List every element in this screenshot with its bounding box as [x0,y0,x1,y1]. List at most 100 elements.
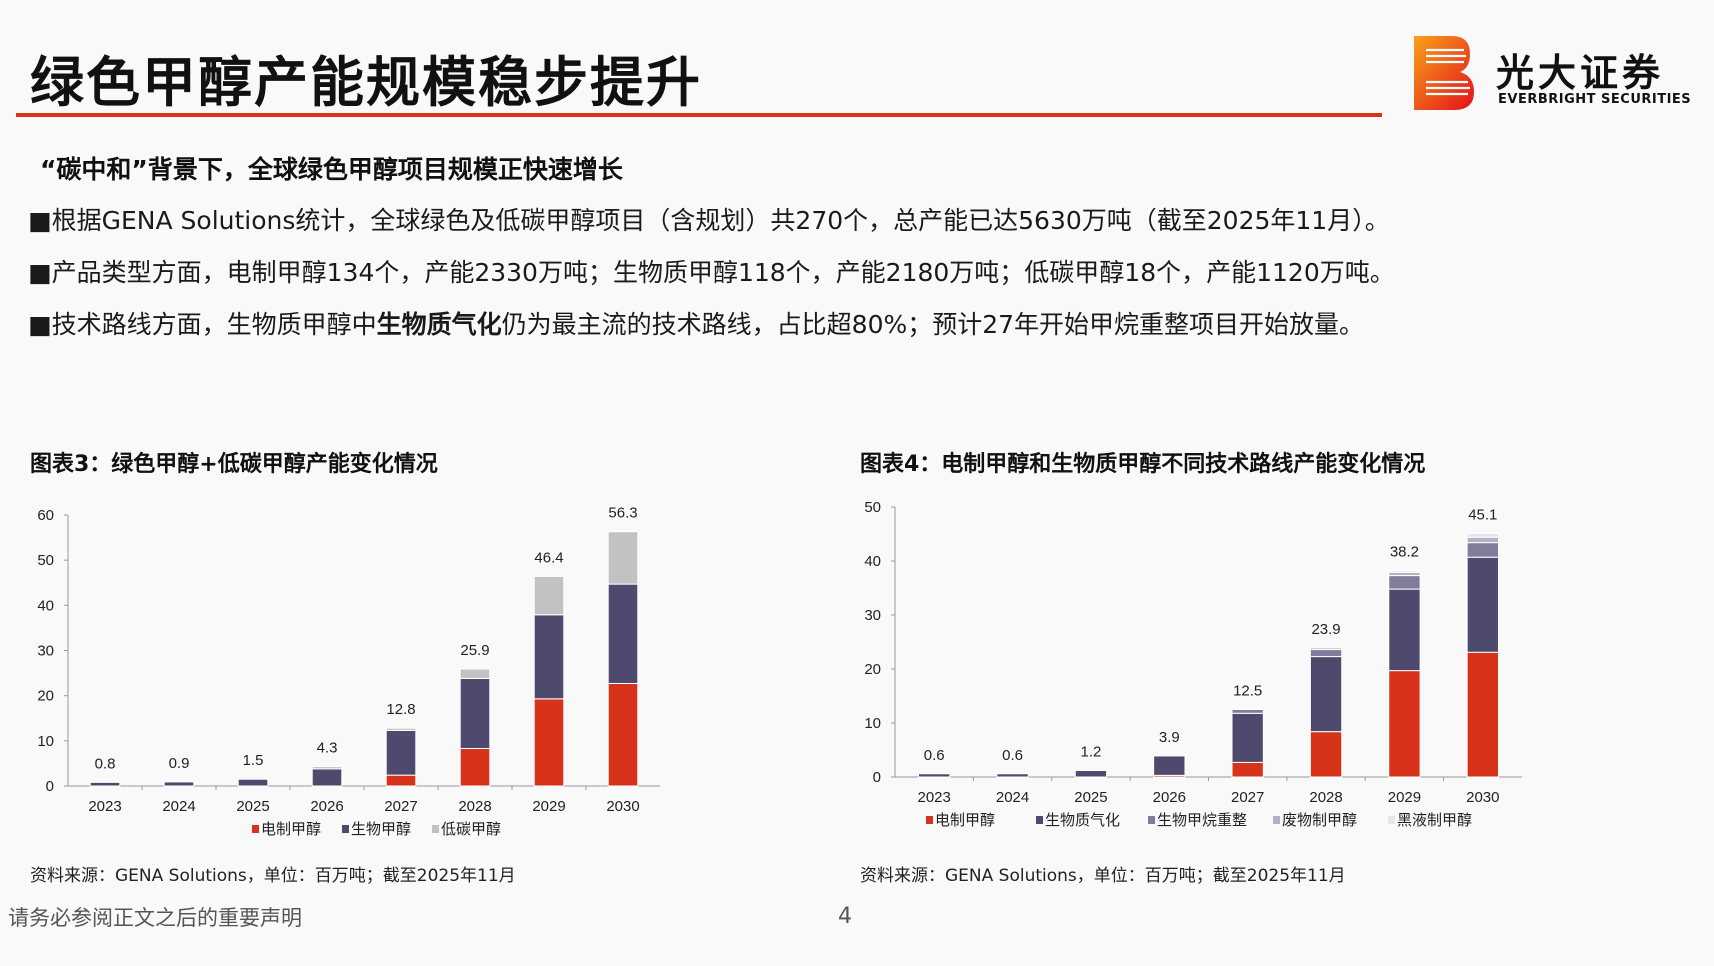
bar-生物质气化-2023 [918,773,951,778]
bar-total-label: 25.9 [460,642,489,659]
bar-电制甲醇-2030 [607,682,639,787]
legend-swatch-icon [1036,816,1043,824]
bar-生物质气化-2024 [996,773,1029,778]
y-tick-label: 30 [37,643,54,660]
bar-total-label: 1.2 [1081,744,1102,761]
bar-生物甲醇-2026 [311,768,343,787]
legend-label: 废物制甲醇 [1282,812,1357,829]
bullet-marker-icon: ■ [28,258,52,287]
bar-生物甲醇-2025 [237,778,269,787]
bar-生物质气化-2028 [1309,656,1343,733]
bullet-item: ■产品类型方面，电制甲醇134个，产能2330万吨；生物质甲醇118个，产能21… [28,253,1395,289]
x-tick-label: 2029 [532,798,565,815]
legend-label: 生物质气化 [1045,812,1120,829]
bullet-text: 技术路线方面，生物质甲醇中 [51,310,377,339]
bar-total-label: 0.6 [924,747,945,764]
bar-生物甲醇-2030 [607,583,639,684]
bar-生物质气化-2030 [1466,556,1499,653]
bar-低碳甲醇-2029 [533,575,565,616]
section-subtitle: “碳中和”背景下，全球绿色甲醇项目规模正快速增长 [40,155,623,184]
bar-total-label: 46.4 [534,549,563,566]
bar-生物质气化-2027 [1231,712,1264,763]
bar-生物甲醇-2023 [89,781,121,787]
bar-电制甲醇-2028 [1309,731,1343,778]
title-underline [16,113,1382,117]
y-tick-label: 30 [864,607,881,624]
bar-total-label: 0.8 [95,755,116,772]
bar-电制甲醇-2028 [459,748,491,787]
bar-废物制甲醇-2028 [1309,647,1343,651]
bar-废物制甲醇-2030 [1466,536,1499,544]
bar-电制甲醇-2029 [1388,670,1421,778]
bar-total-label: 1.5 [243,752,264,769]
legend-swatch-icon [432,825,439,833]
bar-生物甲烷重整-2029 [1388,575,1421,590]
bar-生物甲醇-2029 [533,614,565,700]
x-tick-label: 2024 [162,798,195,815]
x-tick-label: 2027 [1231,789,1264,806]
chart3-title: 图表3：绿色甲醇+低碳甲醇产能变化情况 [30,452,438,477]
bar-total-label: 38.2 [1390,544,1419,561]
y-tick-label: 20 [37,688,54,705]
logo-name-cn: 光大证券 [1496,51,1665,95]
legend-swatch-icon [252,825,259,833]
x-tick-label: 2027 [384,798,417,815]
y-tick-label: 40 [864,553,881,570]
legend-label: 生物甲烷重整 [1157,812,1247,829]
legend-swatch-icon [1148,816,1155,824]
x-tick-label: 2025 [236,798,269,815]
bar-生物质气化-2026 [1153,755,1186,776]
bullet-item: ■技术路线方面，生物质甲醇中生物质气化仍为最主流的技术路线，占比超80%；预计2… [28,305,1364,341]
page-number: 4 [838,904,852,929]
bar-电制甲醇-2029 [533,698,565,787]
bar-total-label: 3.9 [1159,729,1180,746]
x-tick-label: 2023 [88,798,121,815]
x-tick-label: 2025 [1074,789,1107,806]
legend-label: 电制甲醇 [935,812,995,829]
x-tick-label: 2029 [1388,789,1421,806]
bar-生物甲烷重整-2030 [1466,542,1499,558]
bar-total-label: 12.8 [386,701,415,718]
bar-低碳甲醇-2026 [311,766,343,770]
bullet-marker-icon: ■ [28,310,52,339]
bar-生物甲烷重整-2028 [1309,649,1343,658]
x-tick-label: 2028 [458,798,491,815]
bar-黑液制甲醇-2029 [1388,570,1421,573]
legend-label: 低碳甲醇 [441,821,501,838]
chart3-source: 资料来源：GENA Solutions，单位：百万吨；截至2025年11月 [30,866,516,886]
y-tick-label: 10 [37,733,54,750]
legend-label: 电制甲醇 [261,821,321,838]
bar-total-label: 56.3 [608,505,637,522]
x-tick-label: 2026 [310,798,343,815]
bar-电制甲醇-2030 [1466,651,1499,778]
bullet-marker-icon: ■ [28,206,52,235]
legend-label: 黑液制甲醇 [1397,812,1472,829]
bullet-text: 根据GENA Solutions统计，全球绿色及低碳甲醇项目（含规划）共270个… [51,206,1390,235]
x-tick-label: 2024 [996,789,1029,806]
legend-swatch-icon [1273,816,1280,824]
bullet-bold-text: 生物质气化 [376,310,502,339]
chart4-stacked-bar: 010203040500.620230.620241.220253.920261… [864,499,1522,829]
legend-label: 生物甲醇 [351,821,411,838]
bullet-item: ■根据GENA Solutions统计，全球绿色及低碳甲醇项目（含规划）共270… [28,201,1390,237]
y-tick-label: 0 [873,769,881,786]
bar-生物甲醇-2028 [459,678,491,750]
legend-swatch-icon [342,825,349,833]
y-tick-label: 20 [864,661,881,678]
x-tick-label: 2026 [1153,789,1186,806]
bar-生物质气化-2025 [1074,770,1108,778]
legend-swatch-icon [1388,816,1395,824]
y-tick-label: 0 [46,778,54,795]
x-tick-label: 2030 [606,798,639,815]
y-tick-label: 60 [37,507,54,524]
x-tick-label: 2028 [1309,789,1342,806]
bar-total-label: 0.9 [169,755,190,772]
logo-b-icon [1414,36,1474,110]
chart4-source: 资料来源：GENA Solutions，单位：百万吨；截至2025年11月 [860,866,1346,886]
chart4-title: 图表4：电制甲醇和生物质甲醇不同技术路线产能变化情况 [860,452,1426,477]
bar-total-label: 23.9 [1311,621,1340,638]
bar-total-label: 0.6 [1002,747,1023,764]
y-tick-label: 50 [37,552,54,569]
logo-name-en: EVERBRIGHT SECURITIES [1498,92,1692,107]
bar-total-label: 45.1 [1468,506,1497,523]
